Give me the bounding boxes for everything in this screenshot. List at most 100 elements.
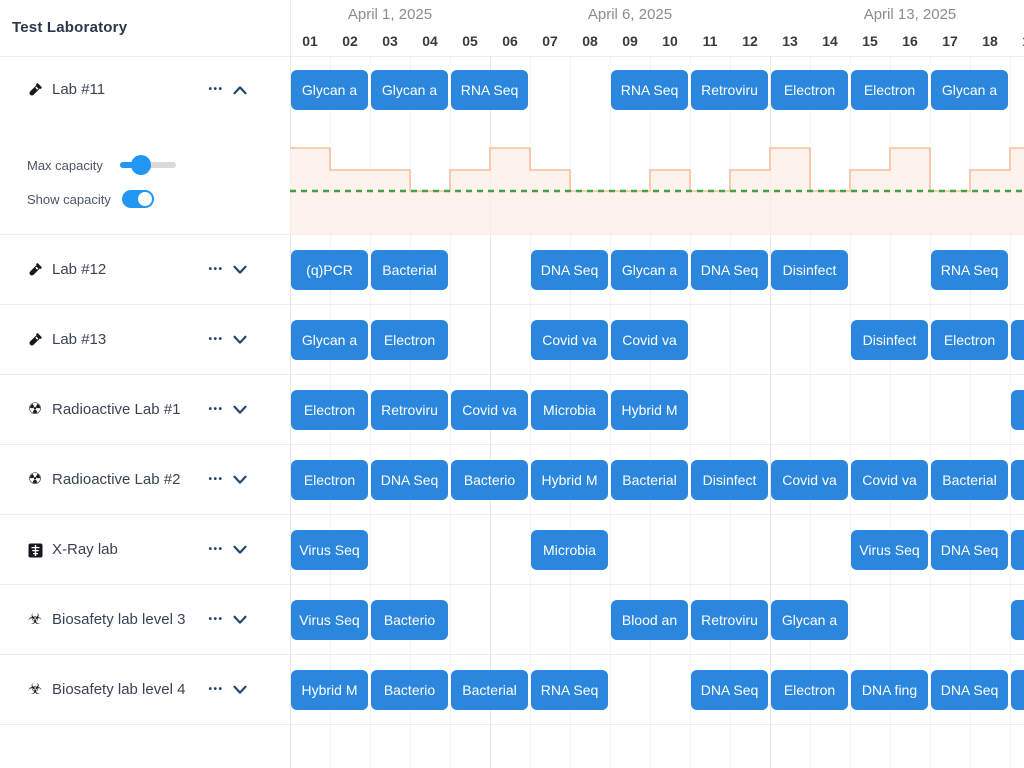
expand-row-button[interactable] — [232, 335, 250, 347]
day-label: 13 — [770, 33, 810, 49]
week-header-label: April 6, 2025 — [588, 6, 672, 23]
task-bar[interactable]: Covid va — [771, 460, 848, 500]
task-bar[interactable]: Electron — [931, 320, 1008, 360]
task-bar[interactable]: RNA Seq — [931, 250, 1008, 290]
task-bar[interactable]: (q)PCR — [291, 250, 368, 290]
day-label: 08 — [570, 33, 610, 49]
show-capacity-toggle[interactable] — [122, 190, 154, 208]
task-bar[interactable]: Electron — [371, 320, 448, 360]
lab-row-sidebar: Lab #13••• — [0, 305, 290, 374]
task-bar[interactable]: DNA Seq — [931, 670, 1008, 710]
day-label: 17 — [930, 33, 970, 49]
more-options-button[interactable]: ••• — [204, 84, 228, 95]
task-bar[interactable]: Bacterio — [371, 670, 448, 710]
task-bar[interactable]: Bacterio — [451, 460, 528, 500]
expand-row-button[interactable] — [232, 545, 250, 557]
lab-row: Lab #13•••Glycan aElectronCovid vaCovid … — [0, 305, 1024, 375]
task-bar[interactable] — [1011, 390, 1024, 430]
lab-row-sidebar: X-Ray lab ••• — [0, 515, 290, 584]
task-bar[interactable]: Glycan a — [771, 600, 848, 640]
task-bar[interactable]: Glycan a — [291, 70, 368, 110]
task-bar[interactable]: Glycan a — [931, 70, 1008, 110]
task-bar[interactable]: Retroviru — [371, 390, 448, 430]
expand-row-button[interactable] — [232, 615, 250, 627]
slider-thumb[interactable] — [131, 155, 151, 175]
more-options-button[interactable]: ••• — [204, 264, 228, 275]
task-bar[interactable]: RNA Seq — [531, 670, 608, 710]
task-bar[interactable]: Covid va — [531, 320, 608, 360]
radioactive-icon: ☢ — [26, 471, 44, 489]
task-bar[interactable]: Disinfect — [851, 320, 928, 360]
day-label: 12 — [730, 33, 770, 49]
task-bar[interactable]: Electron — [291, 390, 368, 430]
task-bar[interactable]: Glycan a — [371, 70, 448, 110]
more-options-button[interactable]: ••• — [204, 544, 228, 555]
lab-name-label: Biosafety lab level 3 — [52, 611, 185, 628]
task-bar[interactable]: Glycan a — [611, 250, 688, 290]
task-bar[interactable]: DNA Seq — [691, 670, 768, 710]
task-bar[interactable]: DNA Seq — [931, 530, 1008, 570]
day-label: 14 — [810, 33, 850, 49]
task-bar[interactable]: DNA Seq — [371, 460, 448, 500]
lab-name-label: Biosafety lab level 4 — [52, 681, 185, 698]
task-bar[interactable]: Bacterial — [371, 250, 448, 290]
task-bar[interactable] — [1011, 670, 1024, 710]
task-bar[interactable]: Covid va — [451, 390, 528, 430]
collapse-row-button[interactable] — [232, 85, 250, 97]
task-bar[interactable] — [1011, 530, 1024, 570]
task-bar[interactable]: Disinfect — [771, 250, 848, 290]
task-bar[interactable]: Disinfect — [691, 460, 768, 500]
test-tube-icon — [26, 331, 44, 349]
task-bar[interactable]: Bacterial — [451, 670, 528, 710]
x-ray-icon — [26, 541, 44, 559]
task-bar[interactable]: Glycan a — [291, 320, 368, 360]
task-bar[interactable]: Blood an — [611, 600, 688, 640]
task-bar[interactable]: Hybrid M — [611, 390, 688, 430]
more-options-button[interactable]: ••• — [204, 404, 228, 415]
task-bar[interactable]: DNA Seq — [691, 250, 768, 290]
task-bar[interactable]: Virus Seq — [291, 530, 368, 570]
task-bar[interactable]: Bacterial — [611, 460, 688, 500]
lab-row-sidebar: ☣Biosafety lab level 3••• — [0, 585, 290, 654]
capacity-step-chart — [290, 125, 1024, 235]
task-bar[interactable]: Bacterial — [931, 460, 1008, 500]
toggle-knob — [138, 192, 152, 206]
more-options-button[interactable]: ••• — [204, 614, 228, 625]
more-options-button[interactable]: ••• — [204, 334, 228, 345]
lab-row: ☣Biosafety lab level 3•••Virus SeqBacter… — [0, 585, 1024, 655]
max-capacity-slider[interactable] — [120, 155, 176, 175]
task-bar[interactable]: DNA fing — [851, 670, 928, 710]
task-bar[interactable] — [1011, 600, 1024, 640]
task-bar[interactable] — [1011, 320, 1024, 360]
task-bar[interactable]: RNA Seq — [611, 70, 688, 110]
day-label: 15 — [850, 33, 890, 49]
task-bar[interactable]: Bacterio — [371, 600, 448, 640]
task-bar[interactable]: Virus Seq — [851, 530, 928, 570]
lab-name-label: X-Ray lab — [52, 541, 118, 558]
task-bar[interactable]: Covid va — [611, 320, 688, 360]
task-bar[interactable]: Electron — [771, 70, 848, 110]
task-bar[interactable]: DNA Seq — [531, 250, 608, 290]
task-bar[interactable]: Retroviru — [691, 600, 768, 640]
day-label: 06 — [490, 33, 530, 49]
task-bar[interactable]: Hybrid M — [531, 460, 608, 500]
task-bar[interactable]: Electron — [291, 460, 368, 500]
task-bar[interactable]: Microbia — [531, 530, 608, 570]
expand-row-button[interactable] — [232, 475, 250, 487]
task-bar[interactable]: Retroviru — [691, 70, 768, 110]
task-bar[interactable]: Covid va — [851, 460, 928, 500]
task-bar[interactable]: Electron — [771, 670, 848, 710]
expand-row-button[interactable] — [232, 685, 250, 697]
lab-scheduler-app: Test Laboratory April 1, 2025April 6, 20… — [0, 0, 1024, 768]
task-bar[interactable]: Microbia — [531, 390, 608, 430]
task-bar[interactable] — [1011, 460, 1024, 500]
expand-row-button[interactable] — [232, 405, 250, 417]
more-options-button[interactable]: ••• — [204, 474, 228, 485]
task-bar[interactable]: Virus Seq — [291, 600, 368, 640]
task-bar[interactable]: Hybrid M — [291, 670, 368, 710]
show-capacity-label: Show capacity — [27, 192, 111, 207]
expand-row-button[interactable] — [232, 265, 250, 277]
task-bar[interactable]: RNA Seq — [451, 70, 528, 110]
more-options-button[interactable]: ••• — [204, 684, 228, 695]
task-bar[interactable]: Electron — [851, 70, 928, 110]
